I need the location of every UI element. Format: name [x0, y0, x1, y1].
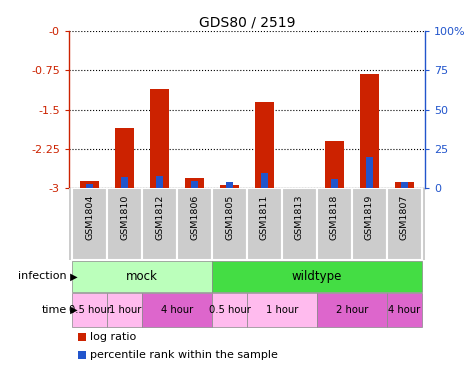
- Bar: [72, 261, 212, 292]
- Bar: [107, 294, 142, 327]
- Text: percentile rank within the sample: percentile rank within the sample: [90, 350, 278, 360]
- Text: GSM1818: GSM1818: [330, 194, 339, 240]
- Text: GSM1811: GSM1811: [260, 194, 269, 240]
- Text: 0.5 hour: 0.5 hour: [69, 305, 111, 315]
- Text: GSM1804: GSM1804: [86, 194, 95, 240]
- Text: log ratio: log ratio: [90, 332, 136, 342]
- Bar: [325, 141, 344, 188]
- Bar: [220, 185, 239, 188]
- Text: mock: mock: [126, 270, 158, 283]
- Text: 1 hour: 1 hour: [109, 305, 141, 315]
- Bar: [212, 188, 247, 260]
- Text: GSM1813: GSM1813: [295, 194, 304, 240]
- Text: GSM1819: GSM1819: [365, 194, 374, 240]
- Text: ▶: ▶: [67, 271, 77, 281]
- Bar: [80, 180, 99, 188]
- Bar: [72, 188, 107, 260]
- Text: GSM1806: GSM1806: [190, 194, 199, 240]
- Text: 4 hour: 4 hour: [161, 305, 193, 315]
- Bar: [115, 128, 134, 188]
- Text: GSM1807: GSM1807: [399, 194, 408, 240]
- Bar: [150, 89, 169, 188]
- Text: 4 hour: 4 hour: [388, 305, 420, 315]
- Title: GDS80 / 2519: GDS80 / 2519: [199, 16, 295, 30]
- Bar: [226, 182, 233, 188]
- Bar: [401, 182, 408, 188]
- Text: ▶: ▶: [67, 305, 77, 315]
- Bar: [156, 176, 163, 188]
- Bar: [317, 294, 387, 327]
- Bar: [86, 184, 93, 188]
- Bar: [366, 157, 373, 188]
- Bar: [72, 294, 107, 327]
- Bar: [395, 182, 414, 188]
- Bar: [185, 178, 204, 188]
- Text: time: time: [41, 305, 66, 315]
- Text: GSM1812: GSM1812: [155, 194, 164, 240]
- Bar: [177, 188, 212, 260]
- Text: 2 hour: 2 hour: [336, 305, 368, 315]
- Bar: [142, 188, 177, 260]
- Bar: [387, 294, 422, 327]
- Bar: [142, 294, 212, 327]
- Bar: [121, 178, 128, 188]
- Bar: [247, 188, 282, 260]
- Text: wildtype: wildtype: [292, 270, 342, 283]
- Bar: [247, 294, 317, 327]
- Text: 1 hour: 1 hour: [266, 305, 298, 315]
- Bar: [282, 188, 317, 260]
- Bar: [191, 180, 198, 188]
- Text: 0.5 hour: 0.5 hour: [209, 305, 250, 315]
- Bar: [212, 261, 422, 292]
- Text: infection: infection: [18, 271, 66, 281]
- Bar: [331, 179, 338, 188]
- Bar: [387, 188, 422, 260]
- Bar: [255, 102, 274, 188]
- Bar: [261, 173, 268, 188]
- Text: GSM1810: GSM1810: [120, 194, 129, 240]
- Bar: [107, 188, 142, 260]
- Bar: [360, 74, 379, 188]
- Text: GSM1805: GSM1805: [225, 194, 234, 240]
- Bar: [317, 188, 352, 260]
- Bar: [212, 294, 247, 327]
- Bar: [352, 188, 387, 260]
